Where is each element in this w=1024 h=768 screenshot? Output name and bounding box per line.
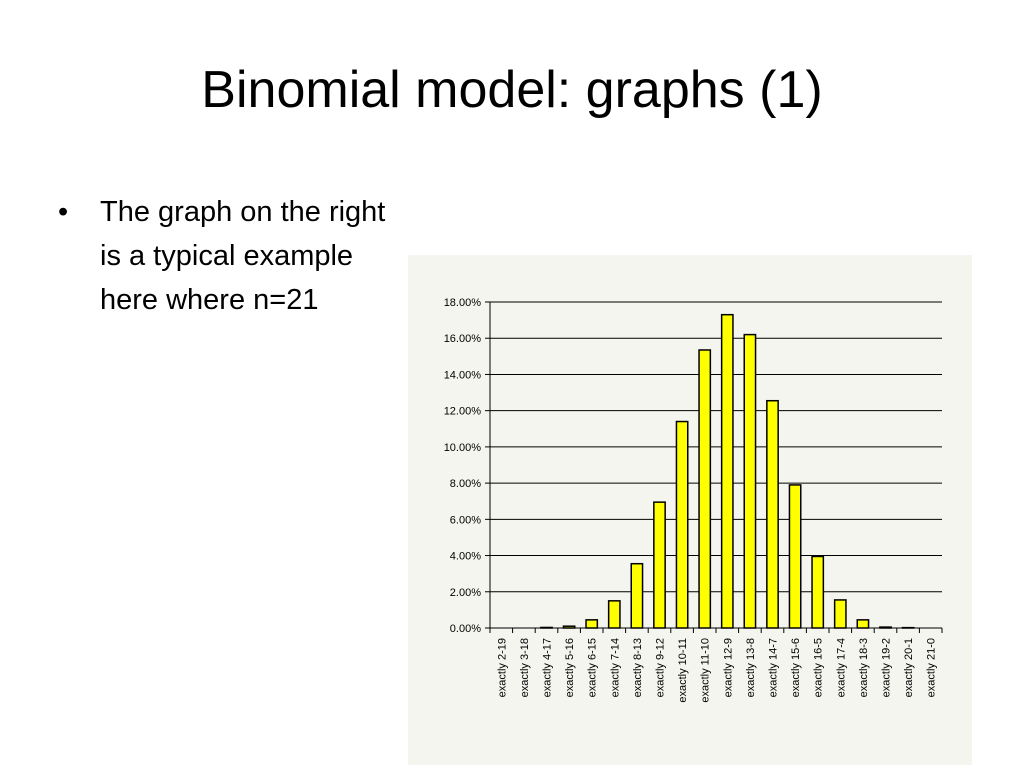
x-tick-label: exactly 13-8 bbox=[745, 638, 757, 697]
x-tick-label: exactly 10-11 bbox=[677, 638, 689, 703]
y-tick-label: 6.00% bbox=[450, 514, 481, 526]
x-tick-label: exactly 8-13 bbox=[632, 638, 644, 697]
x-tick-label: exactly 2-19 bbox=[496, 638, 508, 697]
bullet-text: The graph on the right is a typical exam… bbox=[100, 196, 386, 316]
x-tick-label: exactly 4-17 bbox=[542, 638, 554, 697]
bullet-list: • The graph on the right is a typical ex… bbox=[58, 190, 478, 322]
x-tick-label: exactly 15-6 bbox=[790, 638, 802, 697]
bar bbox=[788, 484, 802, 629]
bar bbox=[856, 619, 870, 629]
bar bbox=[766, 399, 779, 629]
y-tick-label: 8.00% bbox=[450, 478, 481, 490]
bar bbox=[607, 600, 621, 629]
x-tick-label: exactly 3-18 bbox=[519, 638, 531, 697]
y-tick-label: 4.00% bbox=[450, 551, 481, 563]
x-tick-label: exactly 18-3 bbox=[858, 638, 870, 697]
y-tick-label: 0.00% bbox=[450, 623, 481, 635]
y-tick-label: 2.00% bbox=[450, 587, 481, 599]
x-tick-label: exactly 14-7 bbox=[768, 638, 780, 697]
x-tick-label: exactly 21-0 bbox=[926, 638, 938, 697]
bar bbox=[698, 349, 712, 629]
y-axis-tick-labels: 0.00% 2.00% 4.00% 6.00% 8.00% 10.00% 12.00% 14.… bbox=[444, 297, 482, 635]
x-tick-label: exactly 9-12 bbox=[655, 638, 667, 697]
y-tick-label: 10.00% bbox=[444, 442, 482, 454]
x-tick-label: exactly 12-9 bbox=[722, 638, 734, 697]
bar bbox=[585, 619, 599, 629]
gridlines bbox=[490, 301, 942, 629]
y-tick-label: 12.00% bbox=[444, 406, 482, 418]
x-tick-label: exactly 19-2 bbox=[881, 638, 893, 697]
x-tick-label: exactly 6-15 bbox=[587, 638, 599, 697]
bar bbox=[720, 313, 734, 629]
x-axis-tick-labels: exactly 2-19 exactly 3-18 exactly 4-17 exac… bbox=[496, 638, 937, 703]
bar-chart: 0.00% 2.00% 4.00% 6.00% 8.00% 10.00% 12.00% 14.… bbox=[444, 297, 943, 703]
x-tick-label: exactly 17-4 bbox=[835, 638, 847, 697]
bar bbox=[653, 501, 666, 629]
y-tick-label: 16.00% bbox=[444, 333, 482, 345]
slide-title: Binomial model: graphs (1) bbox=[201, 61, 823, 119]
y-tick-label: 14.00% bbox=[444, 369, 482, 381]
bullet-item: • The graph on the right is a typical ex… bbox=[58, 190, 478, 322]
chart-panel: 0.00% 2.00% 4.00% 6.00% 8.00% 10.00% 12.00% 14.… bbox=[408, 255, 972, 765]
x-tick-label: exactly 11-10 bbox=[700, 638, 712, 703]
bar bbox=[630, 562, 644, 629]
x-tick-label: exactly 7-14 bbox=[609, 638, 621, 697]
y-tick-label: 18.00% bbox=[444, 297, 482, 309]
bar bbox=[833, 599, 847, 629]
axes bbox=[485, 301, 943, 633]
bar bbox=[675, 420, 689, 629]
bar bbox=[743, 333, 757, 629]
x-tick-label: exactly 16-5 bbox=[813, 638, 825, 697]
x-tick-label: exactly 5-16 bbox=[564, 638, 576, 697]
x-tick-label: exactly 20-1 bbox=[903, 638, 915, 697]
bar bbox=[811, 555, 825, 629]
bullet-icon: • bbox=[58, 196, 69, 228]
bars bbox=[540, 313, 915, 629]
